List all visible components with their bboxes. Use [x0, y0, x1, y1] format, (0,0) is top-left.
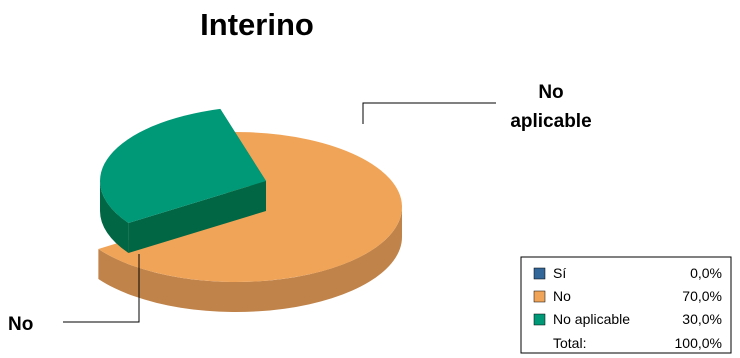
legend-swatch-no-aplicable	[533, 313, 546, 326]
leader-line-no-aplicable	[362, 102, 496, 124]
pie-cut-face-no-aplicable-0	[128, 181, 266, 253]
chart-title: Interino	[200, 7, 314, 42]
slice-label-no-aplicable-line2: aplicable	[510, 111, 591, 132]
legend-total-value: 100,0%	[675, 335, 722, 351]
slice-label-no: No	[8, 314, 33, 335]
pie-top-no-aplicable	[99, 108, 267, 223]
legend-swatch-si	[533, 267, 546, 280]
legend-total-label: Total:	[553, 335, 586, 351]
legend-label-no: No	[553, 288, 571, 304]
legend-box	[520, 256, 732, 354]
pie-slice-no-aplicable	[99, 108, 267, 253]
leader-line-no	[63, 254, 140, 323]
legend-value-no-aplicable: 30,0%	[682, 311, 722, 327]
legend: Sí 0,0% No 70,0% No aplicable 30,0% Tota…	[520, 256, 732, 354]
legend-swatch-no	[533, 290, 546, 303]
pie-side-no	[98, 207, 402, 312]
pie-side-no-aplicable	[100, 181, 129, 253]
legend-value-no: 70,0%	[682, 288, 722, 304]
legend-label-si: Sí	[553, 265, 566, 281]
slice-label-no-aplicable-line1: No	[538, 82, 563, 103]
legend-value-si: 0,0%	[690, 265, 722, 281]
legend-label-no-aplicable: No aplicable	[553, 311, 630, 327]
